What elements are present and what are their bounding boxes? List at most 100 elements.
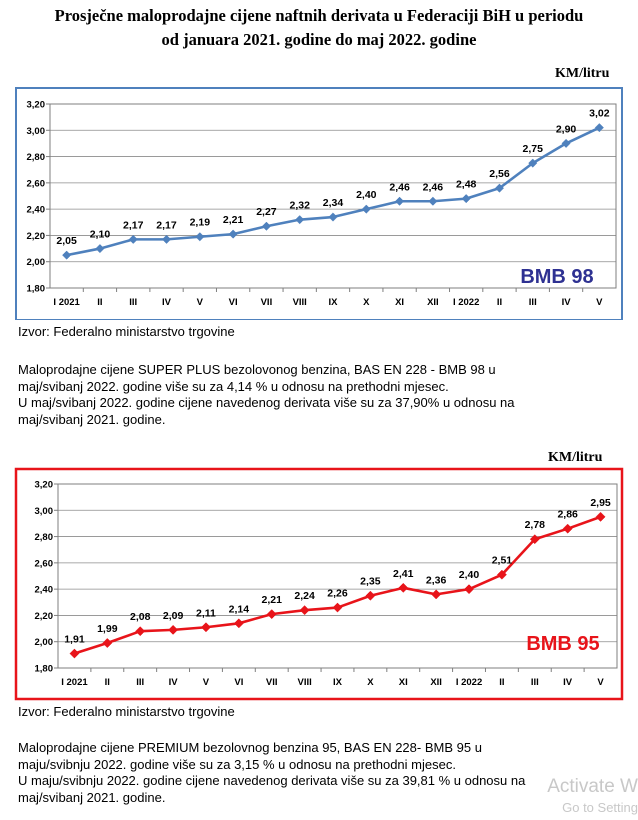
chart-1-data-label: 3,02 [589,108,610,120]
paragraph-bmb98-line-2: maj/svibanj 2022. godine više su za 4,14… [18,378,449,394]
chart-2-data-label: 2,86 [557,509,578,521]
chart-1-x-tick-label: V [596,297,603,308]
chart-2-x-tick-label: III [136,677,144,688]
chart-2-data-label: 2,78 [525,519,546,531]
chart-2-x-tick-label: III [531,677,539,688]
chart-2-data-label: 1,91 [64,634,85,646]
chart-1-data-point [295,215,305,225]
chart-2-data-label: 2,08 [130,611,151,623]
chart-2-data-label: 2,09 [163,610,184,622]
chart-1-x-tick-label: III [129,297,137,308]
chart-2-data-label: 2,40 [459,569,480,581]
chart-1-data-label: 2,17 [156,219,177,231]
chart-2-data-label: 2,11 [196,607,216,619]
chart-2-plot-area [57,483,618,669]
chart-2-data-point [266,609,277,620]
chart-2-x-tick-label: XII [430,677,442,688]
chart-1-y-tick-label: 3,20 [27,100,46,111]
chart-2-y-tick-label: 2,20 [35,611,54,622]
chart-1-data-label: 2,21 [223,214,244,226]
chart-1-data-point [528,158,538,168]
chart-1-y-tick-label: 2,00 [27,257,46,268]
paragraph-bmb95-line-3: U maju/svibnju 2022. godine cijene naved… [18,773,526,788]
page-title-line-1: Prosječne maloprodajne cijene naftnih de… [54,6,584,25]
chart-1-data-point [95,244,105,254]
chart-2-x-tick-label: VIII [297,677,311,688]
chart-2-y-tick-label: 3,20 [35,480,54,491]
chart-2-data-point [398,582,409,593]
chart-2-data-point [135,626,146,637]
chart-1-y-tick-label: 2,40 [27,205,46,216]
chart-2-x-tick-label: I 2022 [456,677,482,688]
chart-1-data-point [161,234,172,244]
chart-2-data-point [233,618,244,629]
chart-1-x-tick-label: IV [562,297,572,308]
chart-1-x-tick-label: IX [329,297,339,308]
chart-1-data-point [62,250,72,260]
paragraph-bmb98-line-3: U maj/svibanj 2022. godine cijene navede… [18,395,515,410]
chart-1-x-tick-label: X [363,297,370,308]
chart-2-source: Izvor: Federalno ministarstvo trgovine [18,704,235,719]
chart-2-x-tick-label: V [203,677,210,688]
chart-2-data-label: 2,95 [590,497,611,509]
chart-1-data-point [128,234,138,244]
chart-1-data-label: 2,05 [56,235,77,247]
chart-2-y-tick-label: 2,00 [35,637,54,648]
chart-1-data-point [328,212,338,222]
chart-2-y-tick-label: 2,80 [35,532,54,543]
chart-2-outer-frame [14,467,624,701]
chart-1-data-point [494,183,505,193]
page-title-line-2: od januara 2021. godine do maj 2022. god… [161,30,477,49]
activate-windows-watermark: Activate W [547,776,638,797]
chart-2-data-point [595,511,606,522]
chart-2-x-tick-label: IX [333,677,343,688]
chart-2-y-tick-label: 1,80 [35,664,54,675]
chart-2-y-tick-label: 2,60 [35,558,54,569]
chart-1-data-point [261,221,271,231]
chart-1-data-label: 2,10 [90,229,111,241]
chart-2-data-label: 2,21 [262,594,283,606]
chart-2-x-tick-label: II [499,677,504,688]
paragraph-bmb95-line-1: Maloprodajne cijene PREMIUM bezolovnog b… [18,740,482,755]
chart-1-data-point [561,138,571,148]
page-title: Prosječne maloprodajne cijene naftnih de… [0,4,638,52]
paragraph-bmb98-line-4: maj/svibanj 2021. godine. [18,411,166,427]
chart-2-data-point [496,569,507,580]
chart-2-data-point [529,534,540,545]
chart-2-data-label: 2,51 [492,555,513,567]
chart-1-x-tick-label: II [497,297,502,308]
chart-2-data-label: 2,35 [360,576,381,588]
chart-2-data-point [168,624,179,635]
chart-bmb98: 1,80 2,00 2,20 2,40 2,60 2,80 3,00 3,20 I 2021 II… [15,87,623,320]
chart-2-data-label: 2,41 [393,568,414,580]
chart-1-x-tick-label: III [529,297,537,308]
chart-1-outer-frame [15,87,623,320]
chart-2-x-tick-label: II [105,677,110,688]
chart-1-data-label: 2,56 [489,168,510,180]
chart-1-x-tick-label: XI [395,297,404,308]
chart-1-data-point [461,194,471,204]
chart-2-unit-label: KM/litru [548,450,603,465]
chart-2-x-tick-label: I 2021 [61,677,88,688]
chart-2-x-tick-label: IV [169,677,179,688]
chart-1-y-tick-label: 2,20 [27,231,46,242]
chart-1-x-tick-label: I 2022 [453,297,479,308]
go-to-settings-watermark: Go to Setting [562,800,638,815]
chart-1-x-tick-label: VII [261,297,273,308]
chart-1-data-point [428,196,438,206]
chart-2-x-tick-label: VII [266,677,278,688]
chart-1-x-tick-label: V [197,297,204,308]
chart-1-data-label: 2,75 [523,143,544,155]
chart-2-y-tick-label: 3,00 [35,506,54,517]
chart-1-x-tick-label: IV [162,297,172,308]
chart-2-data-point [332,602,343,613]
chart-1-data-label: 2,19 [190,217,211,229]
paragraph-bmb98: Maloprodajne cijene SUPER PLUS bezolovon… [18,362,622,428]
chart-1-data-label: 2,90 [556,123,577,135]
chart-2-data-point [299,605,310,616]
chart-1-data-point [594,123,604,133]
chart-1-y-tick-label: 1,80 [27,284,46,295]
chart-2-data-label: 2,36 [426,574,447,586]
chart-2-data-point [365,590,376,601]
chart-1-source: Izvor: Federalno ministarstvo trgovine [18,324,235,339]
